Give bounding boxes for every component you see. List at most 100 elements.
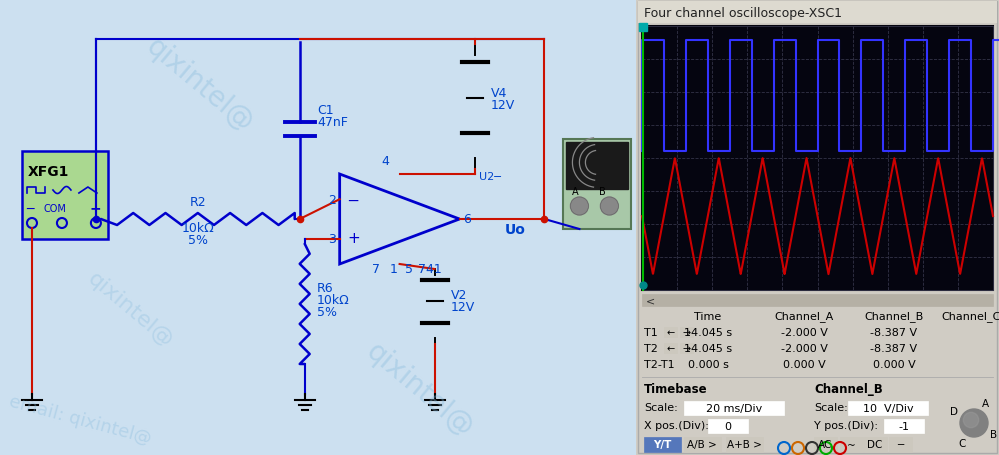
Text: -2.000 V: -2.000 V: [780, 343, 827, 353]
Text: B: B: [599, 187, 606, 197]
Text: 2: 2: [328, 193, 336, 206]
Circle shape: [600, 197, 618, 216]
Text: U2─: U2─: [479, 172, 500, 182]
Text: ←: ←: [666, 343, 674, 353]
Text: 47nF: 47nF: [318, 116, 349, 129]
Text: V2: V2: [451, 289, 467, 302]
Text: 12V: 12V: [491, 99, 514, 112]
Text: A: A: [982, 398, 989, 408]
Text: C1: C1: [318, 104, 335, 117]
Circle shape: [960, 409, 988, 437]
Text: →: →: [682, 343, 690, 353]
Bar: [638, 2, 997, 24]
Text: 741: 741: [418, 263, 442, 275]
Bar: [884, 419, 924, 433]
Text: B: B: [990, 430, 997, 440]
Bar: [864, 437, 887, 452]
Text: ~: ~: [846, 440, 855, 450]
Text: 0.000 V: 0.000 V: [782, 359, 825, 369]
Text: A+B >: A+B >: [726, 440, 761, 450]
Text: XFG1: XFG1: [28, 165, 69, 179]
Text: Channel_C: Channel_C: [941, 311, 999, 322]
Text: 0.000 V: 0.000 V: [872, 359, 915, 369]
Bar: [644, 437, 681, 452]
Text: 12V: 12V: [451, 301, 475, 314]
Text: 10  V/Div: 10 V/Div: [863, 403, 913, 413]
Text: Y pos.(Div):: Y pos.(Div):: [814, 420, 878, 430]
Bar: [642, 294, 993, 306]
Bar: [22, 152, 108, 239]
Text: X pos.(Div):: X pos.(Div):: [644, 420, 709, 430]
Bar: [566, 143, 628, 189]
Text: Timebase: Timebase: [644, 383, 707, 396]
Text: Uo: Uo: [504, 222, 525, 237]
Bar: [848, 401, 928, 415]
Bar: [726, 437, 763, 452]
Text: T1: T1: [644, 327, 657, 337]
Text: R2: R2: [190, 196, 206, 208]
Text: Four channel oscilloscope-XSC1: Four channel oscilloscope-XSC1: [644, 6, 842, 20]
Text: -8.387 V: -8.387 V: [870, 327, 917, 337]
Bar: [840, 437, 863, 452]
Text: 0.000 s: 0.000 s: [687, 359, 728, 369]
Text: 14.045 s: 14.045 s: [684, 327, 732, 337]
Text: Channel_B: Channel_B: [814, 383, 883, 396]
Text: qixintel@: qixintel@: [361, 337, 479, 442]
Text: qixintel@: qixintel@: [141, 32, 259, 137]
Text: Channel_A: Channel_A: [774, 311, 833, 322]
Text: 20 ms/Div: 20 ms/Div: [706, 403, 762, 413]
Text: Time: Time: [694, 311, 721, 321]
Text: →: →: [682, 327, 690, 337]
Text: +: +: [348, 231, 361, 246]
Bar: [684, 401, 784, 415]
Text: DC: DC: [867, 440, 883, 450]
Text: C: C: [959, 438, 966, 448]
Bar: [684, 437, 721, 452]
Text: 4: 4: [382, 155, 390, 167]
Text: ─: ─: [26, 202, 34, 215]
Text: T2-T1: T2-T1: [644, 359, 674, 369]
Text: T2: T2: [644, 343, 658, 353]
Bar: [642, 27, 993, 290]
Text: 7: 7: [372, 263, 380, 275]
Text: 6: 6: [464, 213, 472, 226]
Text: 5%: 5%: [188, 233, 208, 247]
Bar: [814, 437, 837, 452]
Text: A/B >: A/B >: [687, 440, 717, 450]
Bar: [708, 419, 748, 433]
Bar: [680, 327, 693, 337]
Bar: [889, 437, 912, 452]
Bar: [664, 343, 677, 353]
Text: Y/T: Y/T: [652, 440, 671, 450]
Circle shape: [963, 412, 979, 428]
Text: Scale:: Scale:: [644, 402, 677, 412]
Text: 0: 0: [724, 421, 731, 431]
Text: AC: AC: [818, 440, 832, 450]
Text: 10kΩ: 10kΩ: [317, 294, 350, 307]
Text: 5%: 5%: [317, 306, 337, 318]
Bar: [680, 343, 693, 353]
Text: 10kΩ: 10kΩ: [182, 222, 214, 234]
Text: R6: R6: [317, 282, 334, 295]
Text: V4: V4: [491, 87, 506, 100]
Text: Channel_B: Channel_B: [864, 311, 924, 322]
Text: +: +: [90, 202, 102, 216]
Text: ─: ─: [897, 440, 903, 450]
Text: -2.000 V: -2.000 V: [780, 327, 827, 337]
Text: COM: COM: [44, 203, 67, 213]
Text: 1: 1: [390, 263, 398, 275]
Text: 14.045 s: 14.045 s: [684, 343, 732, 353]
Text: ─: ─: [348, 193, 357, 208]
Circle shape: [570, 197, 588, 216]
Text: D: D: [950, 407, 958, 417]
Text: ←: ←: [666, 327, 674, 337]
Text: qixintel@: qixintel@: [83, 268, 177, 350]
Text: 5: 5: [405, 263, 413, 275]
Text: -1: -1: [898, 421, 909, 431]
Text: -8.387 V: -8.387 V: [870, 343, 917, 353]
Text: A: A: [571, 187, 578, 197]
Text: Scale:: Scale:: [814, 402, 848, 412]
Text: email: qixintel@: email: qixintel@: [7, 391, 153, 447]
Bar: [664, 327, 677, 337]
Bar: [563, 140, 631, 229]
